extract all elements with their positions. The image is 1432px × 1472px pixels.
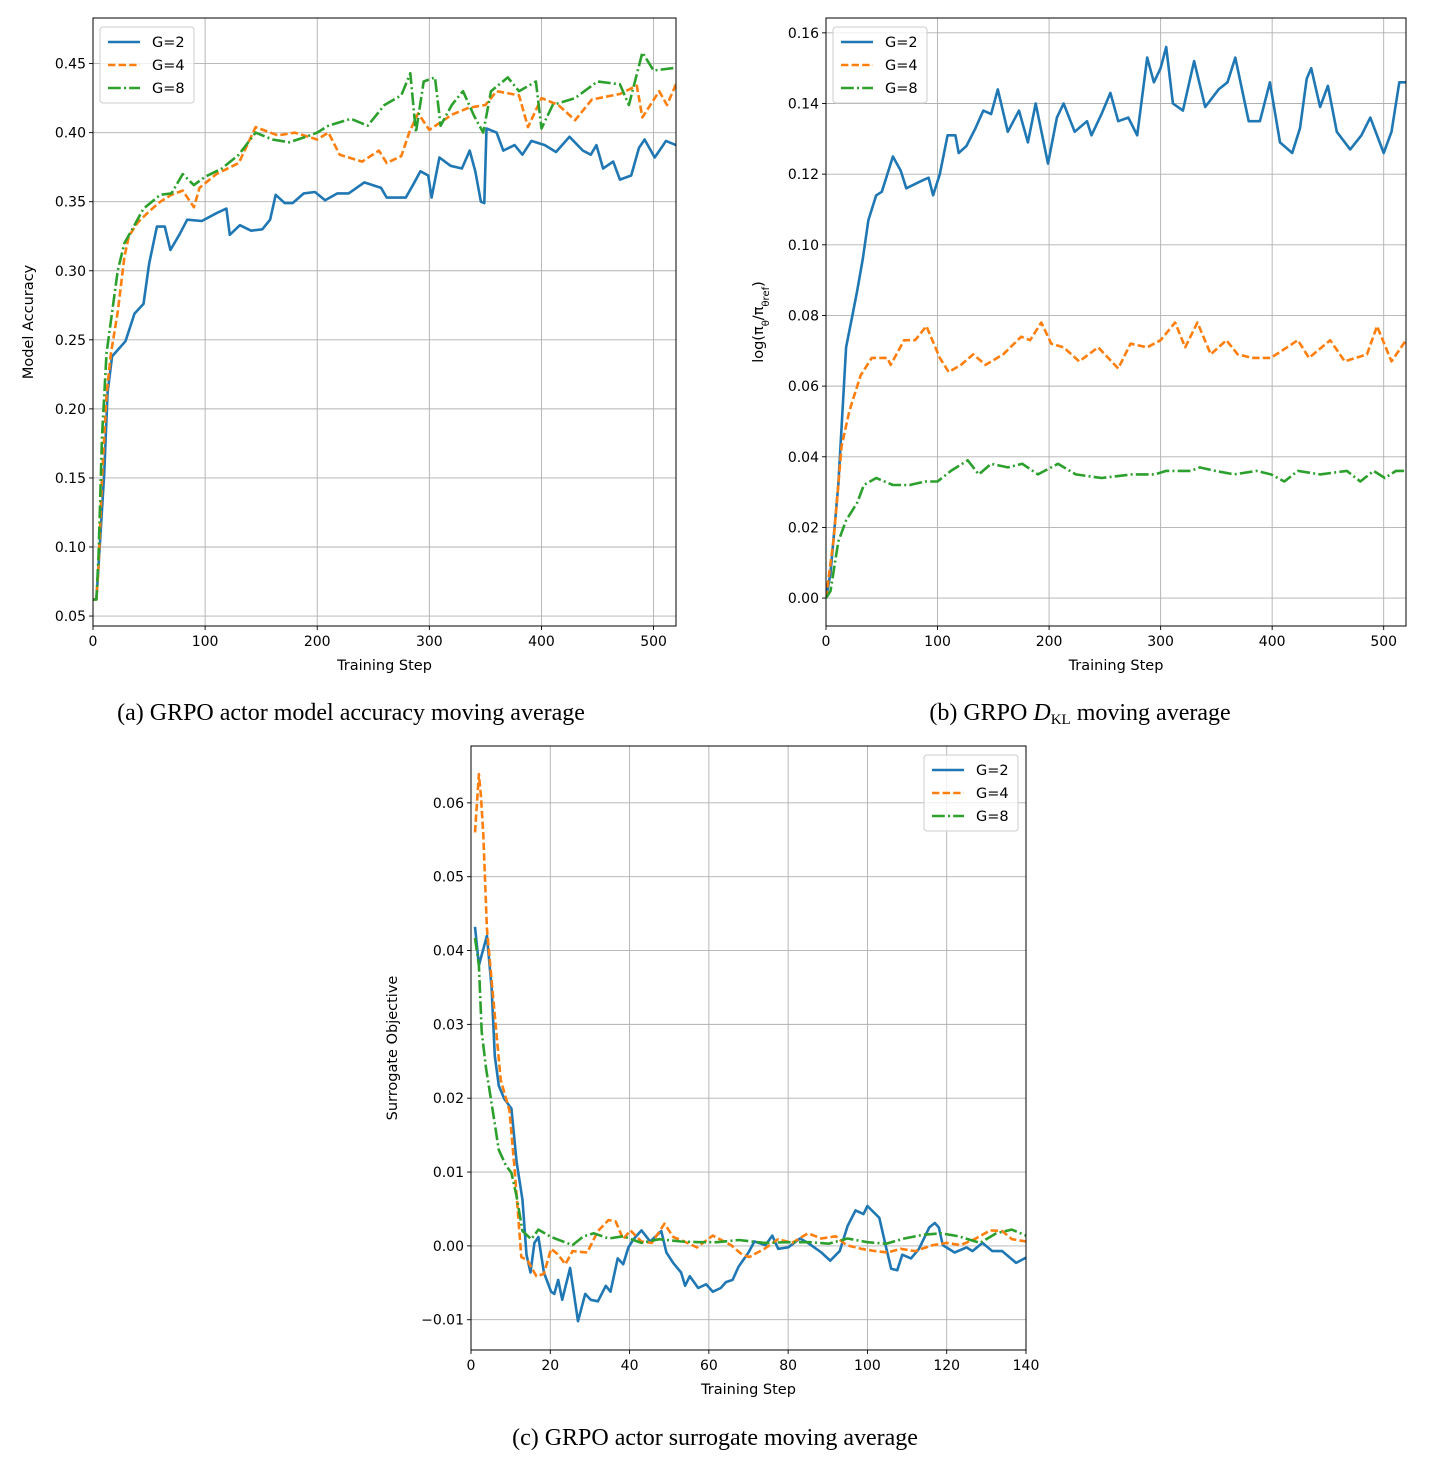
x-tick-label: 500 — [640, 634, 667, 650]
x-tick-label: 300 — [1147, 634, 1174, 650]
series-line-G4 — [473, 772, 1026, 1278]
y-tick-label: 0.01 — [433, 1165, 464, 1181]
series-line-G8 — [473, 937, 1026, 1247]
x-tick-label: 0 — [822, 634, 831, 650]
legend-box — [923, 754, 1019, 832]
y-tick-label: 0.06 — [788, 379, 819, 395]
legend-box — [832, 26, 928, 104]
caption-b-subscript: KL — [1050, 712, 1071, 728]
y-tick-label: 0.06 — [433, 796, 464, 812]
y-tick-label: 0.16 — [788, 26, 819, 42]
y-axis-label-part: θ — [761, 320, 772, 326]
y-tick-label: 0.10 — [788, 238, 819, 254]
plot-frame — [825, 17, 1407, 627]
series-line-G2 — [826, 45, 1406, 599]
plot-frame — [92, 17, 677, 627]
y-tick-label: 0.15 — [55, 471, 86, 487]
series-line-G4 — [826, 321, 1406, 599]
series-line-G8 — [826, 459, 1406, 599]
caption-c: (c) GRPO actor surrogate moving average — [512, 1425, 918, 1451]
series-line-G8 — [93, 51, 676, 601]
legend-label: G=4 — [976, 786, 1009, 802]
y-tick-label: 0.05 — [433, 870, 464, 886]
x-axis-label: Training Step — [700, 1382, 796, 1398]
y-axis-label-part: /π — [751, 306, 767, 320]
y-tick-label: 0.45 — [55, 57, 86, 73]
y-tick-label: 0.02 — [433, 1091, 464, 1107]
caption-b-symbol: D — [1033, 700, 1051, 726]
x-tick-label: 0 — [467, 1358, 476, 1374]
y-tick-label: 0.02 — [788, 520, 819, 536]
y-axis-label-part: ) — [751, 281, 767, 287]
y-tick-label: 0.25 — [55, 333, 86, 349]
chart-a: 0 100 200 300 400 500 0.05 0.10 0.15 0.20 0.25 0.30… — [21, 17, 677, 674]
series-line-G2 — [93, 127, 676, 601]
legend-label: G=8 — [152, 81, 185, 97]
y-axis-label: log(πθ/πθref) — [751, 281, 772, 363]
x-tick-label: 200 — [1036, 634, 1063, 650]
chart-b: 0 100 200 300 400 500 0.00 0.02 0.04 0.06 0.08 0.10… — [751, 17, 1407, 674]
x-tick-label: 500 — [1370, 634, 1397, 650]
y-axis-label-part: θref — [761, 286, 772, 306]
x-tick-label: 20 — [541, 1358, 559, 1374]
x-axis-label: Training Step — [336, 658, 432, 674]
y-tick-label: 0.04 — [433, 944, 464, 960]
x-tick-label: 100 — [924, 634, 951, 650]
x-tick-label: 200 — [304, 634, 331, 650]
legend: G=2 G=4 G=8 — [923, 754, 1019, 832]
y-tick-label: 0.00 — [788, 591, 819, 607]
y-tick-label: 0.40 — [55, 126, 86, 142]
legend-label: G=4 — [885, 58, 918, 74]
caption-a: (a) GRPO actor model accuracy moving ave… — [117, 700, 585, 726]
legend: G=2 G=4 G=8 — [832, 26, 928, 104]
x-tick-label: 400 — [528, 634, 555, 650]
x-tick-label: 100 — [192, 634, 219, 650]
y-tick-label: 0.35 — [55, 195, 86, 211]
legend-label: G=8 — [885, 81, 918, 97]
x-tick-label: 80 — [779, 1358, 797, 1374]
y-tick-label: 0.12 — [788, 167, 819, 183]
y-tick-label: 0.03 — [433, 1017, 464, 1033]
x-axis-label: Training Step — [1068, 658, 1164, 674]
y-axis-label: Surrogate Objective — [385, 976, 401, 1121]
series-line-G2 — [473, 926, 1026, 1323]
series-line-G4 — [93, 83, 676, 601]
y-axis-label: Model Accuracy — [21, 264, 37, 379]
caption-b-prefix: (b) GRPO — [929, 700, 1034, 726]
x-tick-label: 400 — [1259, 634, 1286, 650]
legend: G=2 G=4 G=8 — [99, 26, 195, 104]
y-tick-label: 0.05 — [55, 609, 86, 625]
caption-b: (b) GRPO DKL moving average — [929, 700, 1230, 729]
y-tick-label: −0.01 — [421, 1313, 464, 1329]
caption-b-suffix: moving average — [1070, 700, 1231, 726]
y-tick-label: 0.00 — [433, 1239, 464, 1255]
legend-label: G=4 — [152, 58, 185, 74]
legend-label: G=2 — [885, 35, 918, 51]
y-tick-label: 0.30 — [55, 264, 86, 280]
y-tick-label: 0.08 — [788, 308, 819, 324]
legend-box — [99, 26, 195, 104]
x-tick-label: 60 — [700, 1358, 718, 1374]
plot-frame — [470, 745, 1027, 1351]
x-tick-label: 40 — [621, 1358, 639, 1374]
y-tick-label: 0.10 — [55, 540, 86, 556]
x-tick-label: 140 — [1013, 1358, 1040, 1374]
chart-c: 0 20 40 60 80 100 120 140 −0.01 0.00 0.01 0.02 0.03 0… — [385, 745, 1040, 1398]
y-axis-label-part: log(π — [751, 326, 767, 363]
x-tick-label: 300 — [416, 634, 443, 650]
x-tick-label: 0 — [89, 634, 98, 650]
y-tick-label: 0.14 — [788, 96, 819, 112]
x-tick-label: 120 — [933, 1358, 960, 1374]
y-tick-label: 0.20 — [55, 402, 86, 418]
y-tick-label: 0.04 — [788, 450, 819, 466]
legend-label: G=8 — [976, 809, 1009, 825]
legend-label: G=2 — [152, 35, 185, 51]
legend-label: G=2 — [976, 763, 1009, 779]
x-tick-label: 100 — [854, 1358, 881, 1374]
